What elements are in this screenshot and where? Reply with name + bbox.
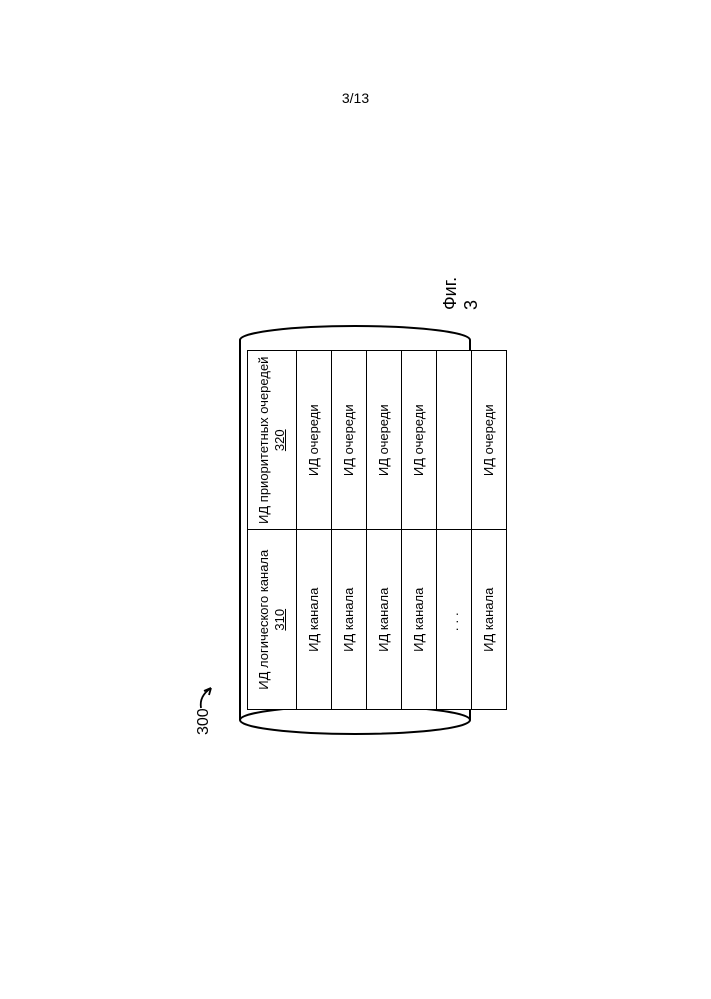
cell-channel-id: ИД канала xyxy=(297,530,332,710)
col-header-logical-channel: ИД логического канала 310 xyxy=(248,530,297,710)
col-header-logical-channel-ref: 310 xyxy=(272,609,287,631)
figure-caption: Фиг. 3 xyxy=(440,277,482,310)
cell-channel-id: ИД канала xyxy=(367,530,402,710)
cell-queue-id: ИД очереди xyxy=(297,351,332,531)
figure-ref-number: 300 xyxy=(195,708,213,735)
page: 3/13 300 xyxy=(0,0,711,999)
cell-queue-id: ИД очереди xyxy=(367,351,402,531)
table-row: ИД канала ИД очереди xyxy=(472,351,507,710)
table-ellipsis-row: ... xyxy=(437,351,472,710)
col-header-priority-queues-text: ИД приоритетных очередей xyxy=(256,357,271,524)
col-header-priority-queues: ИД приоритетных очередей 320 xyxy=(248,351,297,531)
cell-channel-id: ИД канала xyxy=(332,530,367,710)
table-row: ИД канала ИД очереди xyxy=(297,351,332,710)
table-row: ИД канала ИД очереди xyxy=(367,351,402,710)
cell-ellipsis: ... xyxy=(437,530,472,710)
cell-ellipsis-blank xyxy=(437,351,472,531)
cell-queue-id: ИД очереди xyxy=(402,351,437,531)
table-row: ИД канала ИД очереди xyxy=(402,351,437,710)
figure: 300 ИД логического канала 310 ИД приорит… xyxy=(225,320,485,740)
page-number: 3/13 xyxy=(0,90,711,106)
diagram-table-wrap: ИД логического канала 310 ИД приоритетны… xyxy=(247,350,507,710)
table-row: ИД канала ИД очереди xyxy=(332,351,367,710)
figure-rotated-container: 300 ИД логического канала 310 ИД приорит… xyxy=(225,320,485,740)
ref-arrow-icon xyxy=(197,680,219,710)
diagram-table: ИД логического канала 310 ИД приоритетны… xyxy=(247,350,507,710)
table-header-row: ИД логического канала 310 ИД приоритетны… xyxy=(248,351,297,710)
cell-channel-id: ИД канала xyxy=(402,530,437,710)
cell-queue-id: ИД очереди xyxy=(332,351,367,531)
cell-channel-id: ИД канала xyxy=(472,530,507,710)
col-header-priority-queues-ref: 320 xyxy=(272,429,287,451)
col-header-logical-channel-text: ИД логического канала xyxy=(256,550,271,690)
cell-queue-id: ИД очереди xyxy=(472,351,507,531)
